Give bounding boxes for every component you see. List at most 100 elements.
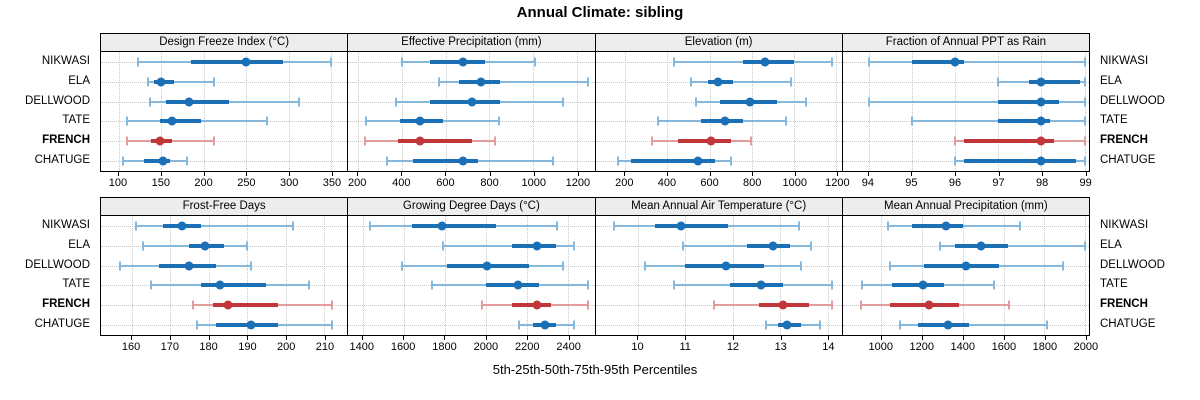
whisker-cap xyxy=(867,57,870,67)
whisker-cap xyxy=(368,221,371,231)
whisker-cap xyxy=(809,241,812,251)
median-dot-tate xyxy=(1036,116,1046,126)
gridline-horizontal xyxy=(101,141,348,143)
median-dot-nikwasi xyxy=(458,57,468,67)
interquartile-bar-french xyxy=(397,139,472,144)
gridline-vertical xyxy=(444,216,446,335)
interquartile-bar-french xyxy=(889,303,959,308)
median-dot-chatuge xyxy=(540,320,550,330)
site-label-dellwood: DELLWOOD xyxy=(25,258,90,271)
interquartile-bar-nikwasi xyxy=(654,223,729,228)
whisker-cap xyxy=(831,280,834,290)
median-dot-tate xyxy=(720,116,730,126)
median-dot-ela xyxy=(713,77,723,87)
percentile-whisker-nikwasi xyxy=(868,60,1085,63)
gridline-vertical xyxy=(203,52,205,171)
whisker-cap xyxy=(790,77,793,87)
axis-tick-label: 2000 xyxy=(1073,341,1099,353)
whisker-cap xyxy=(910,116,913,126)
gridline-horizontal xyxy=(595,325,842,327)
whisker-cap xyxy=(804,97,807,107)
site-label-tate: TATE xyxy=(1100,114,1128,127)
whisker-cap xyxy=(886,221,889,231)
whisker-cap xyxy=(126,136,129,146)
axis-tick-mark xyxy=(203,172,205,176)
site-label-french: FRENCH xyxy=(42,134,90,147)
whisker-cap xyxy=(441,241,444,251)
axis-tick-mark xyxy=(780,336,782,340)
whisker-cap xyxy=(250,261,253,271)
whisker-cap xyxy=(993,280,996,290)
median-dot-french xyxy=(155,136,165,146)
panel-axis-ticks: 160 170 180 190 200 210 xyxy=(100,336,348,358)
axis-tick-label: 1200 xyxy=(565,177,591,189)
median-dot-dellwood xyxy=(467,97,477,107)
interquartile-bar-dellwood xyxy=(165,99,230,104)
median-dot-ela xyxy=(1036,77,1046,87)
median-dot-nikwasi xyxy=(177,221,187,231)
whisker-cap xyxy=(784,116,787,126)
gridline-vertical xyxy=(836,52,838,171)
gridline-vertical xyxy=(131,216,133,335)
axis-tick-label: 1800 xyxy=(432,341,457,353)
median-dot-dellwood xyxy=(482,261,492,271)
whisker-cap xyxy=(1007,300,1010,310)
panel-plot-area xyxy=(100,52,349,172)
whisker-cap xyxy=(644,261,647,271)
axis-tick-mark xyxy=(485,336,487,340)
axis-tick-mark xyxy=(246,172,248,176)
whisker-cap xyxy=(672,280,675,290)
axis-tick-mark xyxy=(1003,336,1005,340)
axis-tick-mark xyxy=(1085,172,1087,176)
median-dot-french xyxy=(924,300,934,310)
axis-tick-mark xyxy=(289,172,291,176)
whisker-cap xyxy=(888,261,891,271)
whisker-cap xyxy=(555,221,558,231)
gridline-vertical xyxy=(358,52,360,171)
panel-axis-ticks: 200 400 600 800 1000 1200 xyxy=(595,172,850,194)
axis-tick-mark xyxy=(489,172,491,176)
site-label-ela: ELA xyxy=(68,74,90,87)
axis-tick-mark xyxy=(732,336,734,340)
whisker-cap xyxy=(1083,57,1086,67)
whisker-cap xyxy=(498,116,501,126)
axis-tick-mark xyxy=(577,172,579,176)
site-label-chatuge: CHATUGE xyxy=(1100,154,1156,167)
interquartile-bar-chatuge xyxy=(631,159,715,164)
gridline-vertical xyxy=(998,52,1000,171)
interquartile-bar-dellwood xyxy=(998,99,1059,104)
whisker-cap xyxy=(385,156,388,166)
axis-tick-mark xyxy=(247,336,249,340)
whisker-cap xyxy=(480,300,483,310)
gridline-horizontal xyxy=(101,81,348,83)
axis-tick-label: 1000 xyxy=(521,177,546,189)
gridline-vertical xyxy=(118,52,120,171)
axis-tick-label: 10 xyxy=(631,341,644,353)
whisker-cap xyxy=(493,136,496,146)
median-dot-chatuge xyxy=(943,320,953,330)
whisker-cap xyxy=(616,156,619,166)
gridline-vertical xyxy=(625,52,627,171)
axis-tick-mark xyxy=(637,336,639,340)
gridline-vertical xyxy=(955,52,957,171)
axis-tick-mark xyxy=(331,172,333,176)
gridline-vertical xyxy=(868,52,870,171)
site-labels-left-row2: NIKWASI ELA DELLWOOD TATE FRENCH CHATUGE xyxy=(0,215,96,334)
axis-tick-label: 99 xyxy=(1079,177,1092,189)
whisker-cap xyxy=(954,136,957,146)
interquartile-bar-ela xyxy=(747,243,790,248)
whisker-cap xyxy=(819,320,822,330)
whisker-cap xyxy=(954,156,957,166)
gridline-vertical xyxy=(1084,216,1086,335)
gridline-vertical xyxy=(246,52,248,171)
median-dot-nikwasi xyxy=(760,57,770,67)
axis-tick-label: 2200 xyxy=(514,341,540,353)
gridline-vertical xyxy=(324,216,326,335)
axis-tick-label: 1600 xyxy=(390,341,416,353)
median-dot-chatuge xyxy=(693,156,703,166)
site-labels-right-row1: NIKWASI ELA DELLWOOD TATE FRENCH CHATUGE xyxy=(1094,51,1200,170)
axis-tick-mark xyxy=(324,336,326,340)
axis-tick-label: 150 xyxy=(151,177,170,189)
gridline-vertical xyxy=(667,52,669,171)
median-dot-dellwood xyxy=(184,261,194,271)
